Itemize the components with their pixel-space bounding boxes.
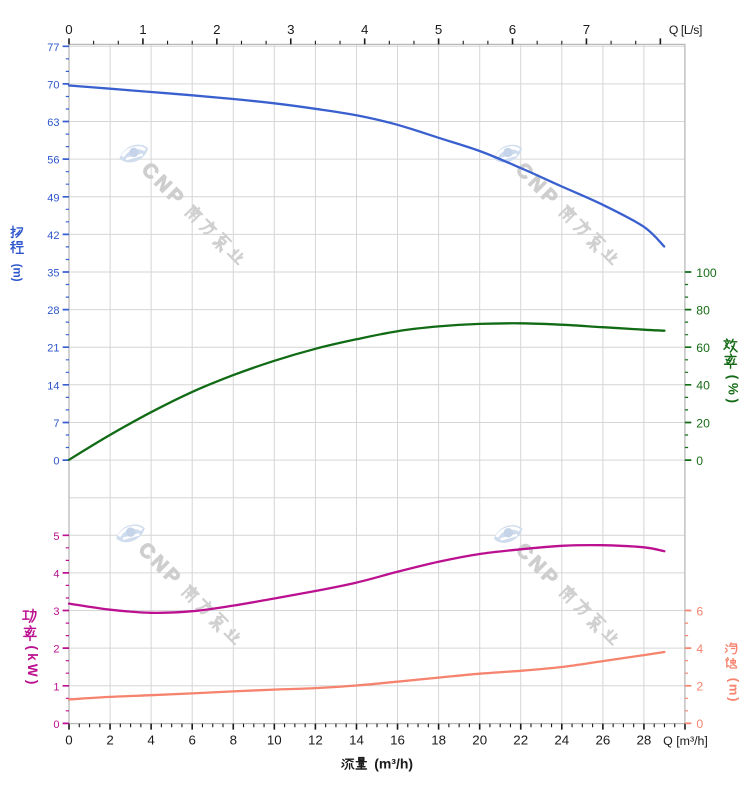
svg-text:0: 0	[65, 733, 72, 748]
svg-text:12: 12	[308, 733, 323, 748]
svg-text:2: 2	[53, 644, 59, 656]
svg-text:40: 40	[696, 379, 710, 393]
svg-text:3: 3	[287, 22, 294, 37]
svg-text:28: 28	[47, 305, 59, 317]
svg-text:6: 6	[188, 733, 195, 748]
svg-text:80: 80	[696, 303, 710, 317]
svg-text:18: 18	[431, 733, 446, 748]
svg-text:2: 2	[106, 733, 113, 748]
svg-text:42: 42	[47, 230, 59, 242]
svg-text:(m³/h): (m³/h)	[374, 755, 413, 771]
svg-text:7: 7	[583, 22, 590, 37]
svg-text:70: 70	[47, 79, 59, 91]
svg-text:28: 28	[637, 733, 652, 748]
svg-text:1: 1	[139, 22, 146, 37]
svg-text:21: 21	[47, 343, 59, 355]
svg-text:0: 0	[65, 22, 72, 37]
svg-text:0: 0	[53, 719, 59, 731]
svg-text:4: 4	[147, 733, 154, 748]
svg-text:0: 0	[696, 454, 703, 468]
svg-text:22: 22	[513, 733, 528, 748]
svg-text:Q [L/s]: Q [L/s]	[669, 23, 702, 37]
svg-text:26: 26	[596, 733, 611, 748]
svg-text:2: 2	[696, 680, 703, 694]
svg-text:6: 6	[696, 604, 703, 618]
svg-text:60: 60	[696, 341, 710, 355]
svg-text:4: 4	[361, 22, 368, 37]
svg-text:16: 16	[390, 733, 405, 748]
svg-text:63: 63	[47, 117, 59, 129]
svg-text:(m): (m)	[10, 264, 22, 282]
svg-text:0: 0	[53, 456, 59, 468]
svg-text:4: 4	[53, 569, 59, 581]
svg-text:7: 7	[53, 418, 59, 430]
svg-text:49: 49	[47, 192, 59, 204]
svg-text:10: 10	[267, 733, 282, 748]
svg-text:56: 56	[47, 155, 59, 167]
svg-text:3: 3	[53, 606, 59, 618]
svg-text:6: 6	[509, 22, 516, 37]
svg-text:2: 2	[213, 22, 220, 37]
svg-text:20: 20	[696, 416, 710, 430]
svg-text:14: 14	[349, 733, 364, 748]
svg-text:8: 8	[230, 733, 237, 748]
svg-text:5: 5	[53, 531, 59, 543]
svg-text:20: 20	[472, 733, 487, 748]
svg-text:4: 4	[696, 642, 703, 656]
svg-text:1: 1	[53, 681, 59, 693]
svg-text:(%): (%)	[725, 375, 740, 407]
svg-text:5: 5	[435, 22, 442, 37]
svg-text:0: 0	[696, 717, 703, 731]
svg-text:24: 24	[554, 733, 569, 748]
svg-text:100: 100	[696, 266, 717, 280]
svg-text:Q [m³/h]: Q [m³/h]	[663, 734, 708, 748]
svg-text:77: 77	[47, 42, 59, 54]
svg-text:(m): (m)	[726, 678, 741, 704]
svg-text:35: 35	[47, 268, 59, 280]
svg-text:(kW): (kW)	[25, 645, 40, 687]
svg-text:14: 14	[47, 380, 59, 392]
